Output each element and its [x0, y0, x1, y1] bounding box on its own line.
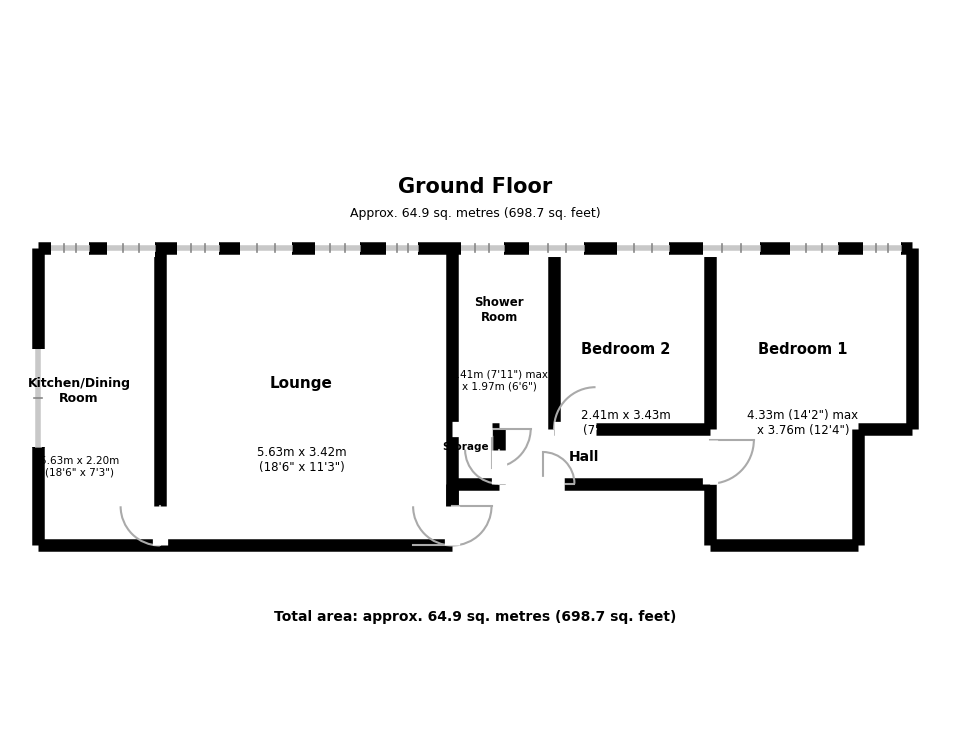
Text: 2.41m (7'11") max
x 1.97m (6'6"): 2.41m (7'11") max x 1.97m (6'6") [450, 369, 548, 391]
Text: 2.41m x 3.43m
(7'11" x 11'3"): 2.41m x 3.43m (7'11" x 11'3") [581, 409, 670, 437]
Text: Total area: approx. 64.9 sq. metres (698.7 sq. feet): Total area: approx. 64.9 sq. metres (698… [273, 610, 676, 624]
Text: Kitchen/Dining
Room: Kitchen/Dining Room [27, 377, 130, 405]
Text: Approx. 64.9 sq. metres (698.7 sq. feet): Approx. 64.9 sq. metres (698.7 sq. feet) [350, 207, 600, 220]
Text: Ground Floor: Ground Floor [398, 177, 552, 198]
Text: 4.33m (14'2") max
x 3.76m (12'4"): 4.33m (14'2") max x 3.76m (12'4") [748, 409, 858, 437]
Text: 5.63m x 3.42m
(18'6" x 11'3"): 5.63m x 3.42m (18'6" x 11'3") [257, 445, 346, 474]
Text: 5.63m x 2.20m
(18'6" x 7'3"): 5.63m x 2.20m (18'6" x 7'3") [39, 457, 119, 478]
Text: Shower
Room: Shower Room [474, 297, 524, 324]
Text: Lounge: Lounge [270, 376, 333, 391]
Text: Storage: Storage [443, 442, 489, 453]
Text: Bedroom 1: Bedroom 1 [759, 342, 848, 357]
Text: Bedroom 2: Bedroom 2 [581, 342, 670, 357]
Text: Hall: Hall [569, 450, 600, 463]
